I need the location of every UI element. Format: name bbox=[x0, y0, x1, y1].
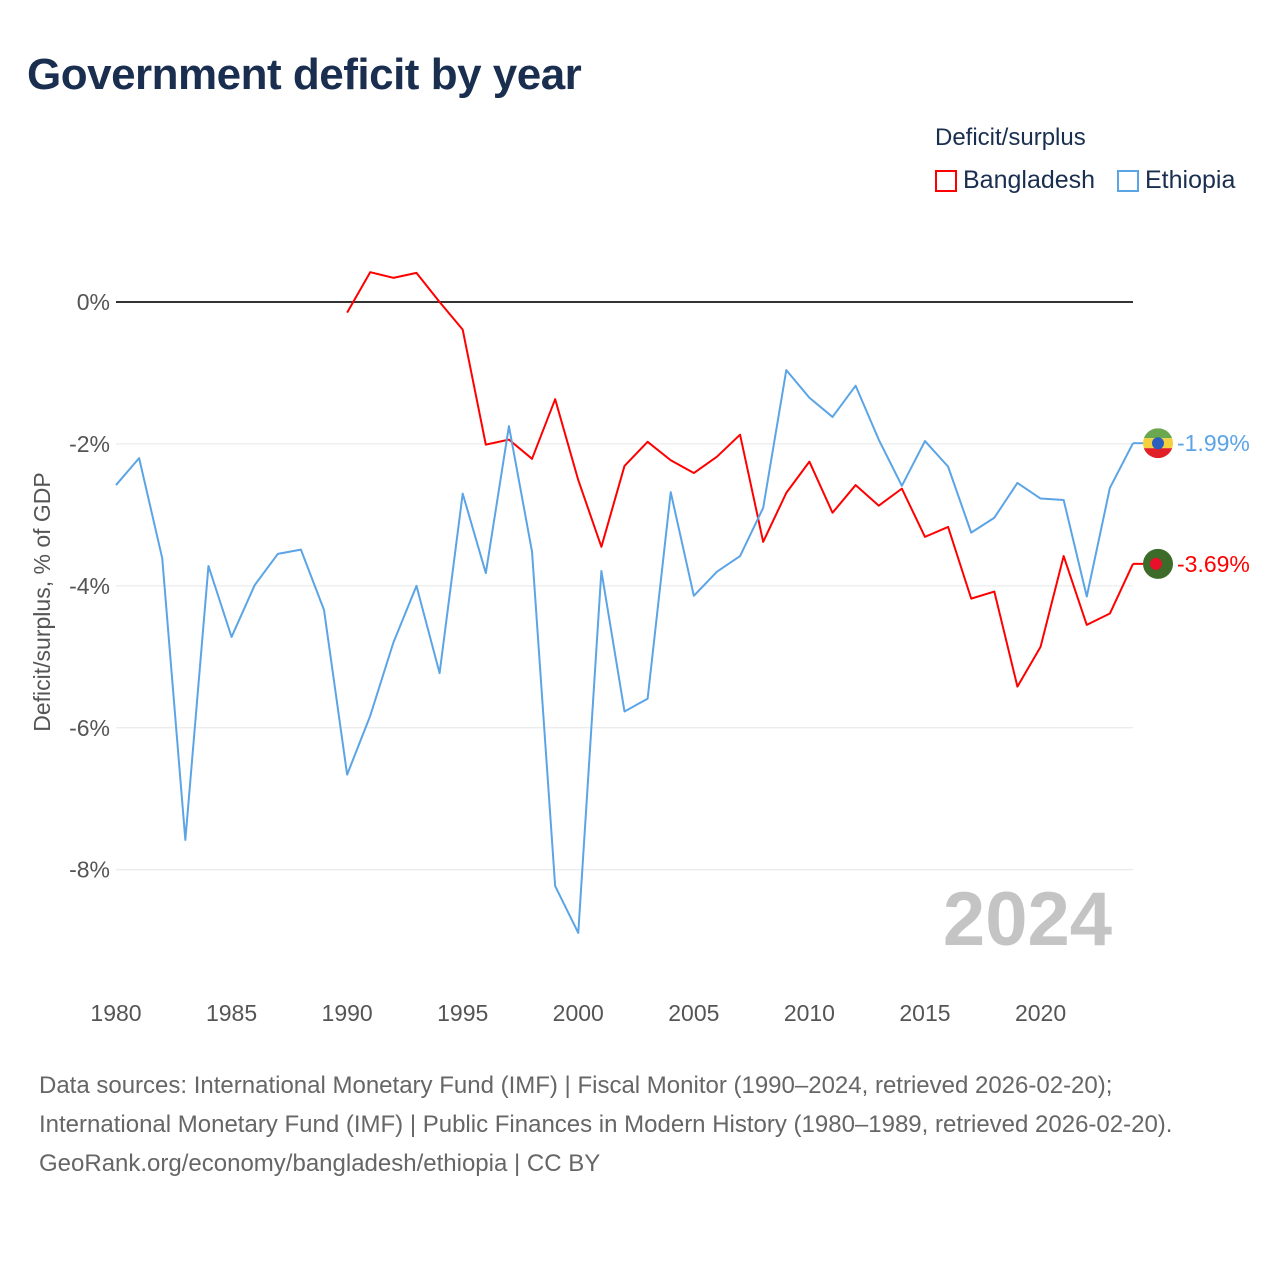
end-value-label: -3.69% bbox=[1177, 551, 1250, 577]
x-tick-label: 1980 bbox=[90, 1000, 141, 1026]
x-tick-label: 2015 bbox=[899, 1000, 950, 1026]
x-tick-label: 1990 bbox=[322, 1000, 373, 1026]
flag-stripe bbox=[1143, 448, 1173, 459]
legend-swatch-ethiopia bbox=[1117, 169, 1139, 192]
x-tick-label: 1985 bbox=[206, 1000, 257, 1026]
x-tick-label: 1995 bbox=[437, 1000, 488, 1026]
series-line-ethiopia bbox=[115, 369, 1134, 934]
chart-title: Government deficit by year bbox=[27, 50, 582, 99]
y-tick-label: 0% bbox=[77, 289, 110, 315]
credit-link[interactable]: GeoRank.org/economy/bangladesh/ethiopia … bbox=[39, 1150, 601, 1177]
ethiopia-flag-icon bbox=[1143, 428, 1173, 439]
x-tick-label: 2020 bbox=[1015, 1000, 1066, 1026]
legend-label: Bangladesh bbox=[963, 166, 1096, 194]
footer: Data sources: International Monetary Fun… bbox=[39, 1066, 1239, 1183]
flag-disc bbox=[1150, 557, 1162, 570]
x-tick-label: 2000 bbox=[553, 1000, 604, 1026]
end-value-label: -1.99% bbox=[1177, 430, 1250, 456]
legend-title: Deficit/surplus bbox=[935, 124, 1086, 151]
y-tick-label: -8% bbox=[69, 857, 110, 883]
x-tick-label: 2005 bbox=[668, 1000, 719, 1026]
legend-label: Ethiopia bbox=[1145, 166, 1236, 194]
series-line-bangladesh bbox=[346, 271, 1134, 688]
legend-item-ethiopia[interactable]: Ethiopia bbox=[1117, 166, 1235, 195]
y-tick-label: -4% bbox=[69, 573, 110, 599]
y-tick-label: -6% bbox=[69, 715, 110, 741]
y-axis-label: Deficit/surplus, % of GDP bbox=[29, 472, 55, 731]
data-sources: Data sources: International Monetary Fun… bbox=[39, 1072, 1173, 1138]
y-tick-label: -2% bbox=[69, 431, 110, 457]
flag-emblem bbox=[1152, 437, 1164, 450]
x-tick-label: 2010 bbox=[784, 1000, 835, 1026]
legend-swatch-bangladesh bbox=[935, 169, 957, 192]
legend-item-bangladesh[interactable]: Bangladesh bbox=[935, 166, 1095, 195]
year-watermark: 2024 bbox=[943, 877, 1112, 962]
